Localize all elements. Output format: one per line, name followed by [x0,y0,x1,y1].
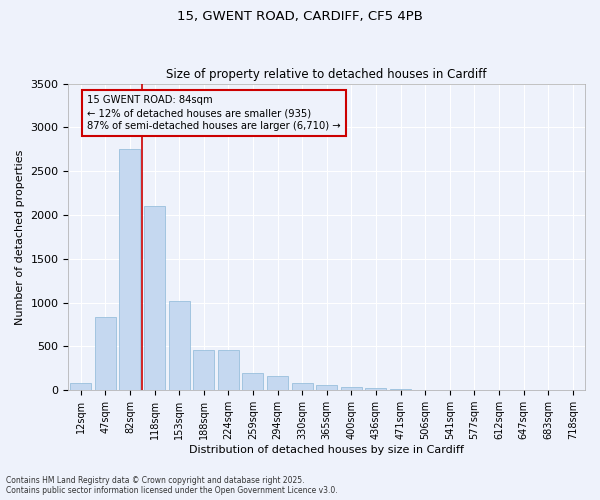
Text: 15 GWENT ROAD: 84sqm
← 12% of detached houses are smaller (935)
87% of semi-deta: 15 GWENT ROAD: 84sqm ← 12% of detached h… [88,95,341,132]
Bar [242,372,263,390]
X-axis label: Distribution of detached houses by size in Cardiff: Distribution of detached houses by size … [189,445,464,455]
Bar [70,383,91,390]
Bar [144,206,165,390]
Bar [95,318,116,390]
Bar [193,350,214,390]
Bar [365,388,386,390]
Bar [292,383,313,390]
Text: Contains HM Land Registry data © Crown copyright and database right 2025.
Contai: Contains HM Land Registry data © Crown c… [6,476,338,495]
Bar [341,387,362,390]
Bar [316,386,337,390]
Y-axis label: Number of detached properties: Number of detached properties [15,149,25,324]
Text: 15, GWENT ROAD, CARDIFF, CF5 4PB: 15, GWENT ROAD, CARDIFF, CF5 4PB [177,10,423,23]
Bar [218,350,239,390]
Bar [267,376,288,390]
Bar [169,301,190,390]
Title: Size of property relative to detached houses in Cardiff: Size of property relative to detached ho… [166,68,487,81]
Bar [119,150,140,390]
